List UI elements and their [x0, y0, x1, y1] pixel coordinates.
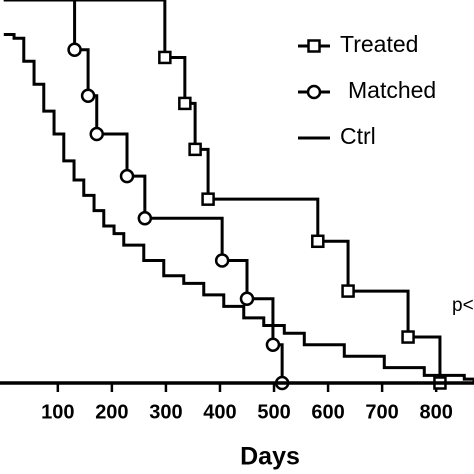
- x-tick-label: 600: [311, 401, 344, 423]
- event-marker: [188, 142, 202, 157]
- event-marker: [401, 330, 415, 344]
- survival-line: [3, 0, 284, 383]
- annotation: p<: [452, 295, 474, 316]
- survival-line: [3, 32, 474, 383]
- x-tick-label: 200: [95, 401, 128, 423]
- event-marker: [80, 88, 96, 103]
- legend-label: Treated: [340, 31, 418, 57]
- x-axis-label: Days: [240, 443, 300, 471]
- event-marker: [137, 211, 153, 226]
- legend-marker: [306, 84, 322, 100]
- event-marker: [311, 234, 325, 249]
- event-marker: [341, 284, 355, 298]
- legend-marker: [307, 39, 321, 53]
- event-marker: [158, 50, 172, 65]
- event-marker: [119, 168, 135, 184]
- x-tick-label: 300: [149, 401, 182, 423]
- x-tick-label: 400: [203, 401, 236, 423]
- event-marker: [239, 291, 255, 306]
- legend-label: Ctrl: [340, 123, 376, 149]
- x-tick-label: 800: [419, 401, 452, 423]
- event-marker: [214, 253, 230, 268]
- event-marker: [67, 42, 82, 58]
- event-marker: [201, 192, 215, 206]
- event-marker: [89, 126, 104, 142]
- x-tick-label: 500: [257, 401, 290, 423]
- x-tick-label: 100: [41, 401, 74, 423]
- x-tick-label: 700: [365, 401, 398, 423]
- legend-label: Matched: [348, 77, 436, 103]
- survival-line: [3, 0, 442, 383]
- event-marker: [265, 337, 281, 352]
- event-marker: [178, 96, 192, 111]
